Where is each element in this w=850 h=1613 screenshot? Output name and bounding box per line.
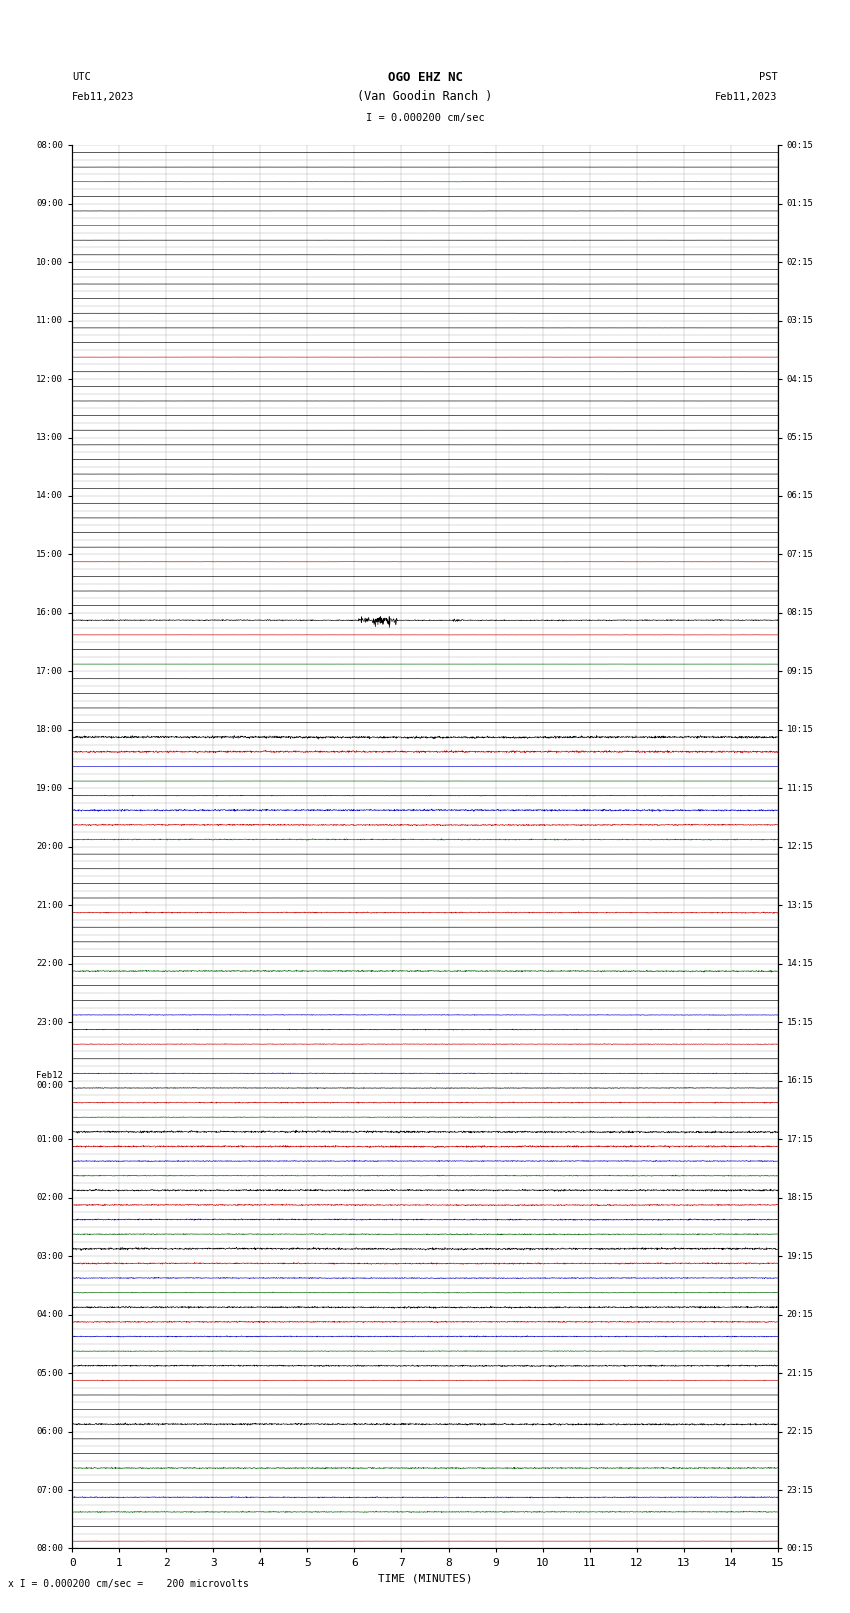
Text: UTC: UTC [72,73,91,82]
Text: (Van Goodin Ranch ): (Van Goodin Ranch ) [357,90,493,103]
X-axis label: TIME (MINUTES): TIME (MINUTES) [377,1573,473,1582]
Text: x I = 0.000200 cm/sec =    200 microvolts: x I = 0.000200 cm/sec = 200 microvolts [8,1579,249,1589]
Text: OGO EHZ NC: OGO EHZ NC [388,71,462,84]
Text: Feb11,2023: Feb11,2023 [715,92,778,102]
Text: Feb11,2023: Feb11,2023 [72,92,135,102]
Text: PST: PST [759,73,778,82]
Text: I = 0.000200 cm/sec: I = 0.000200 cm/sec [366,113,484,123]
